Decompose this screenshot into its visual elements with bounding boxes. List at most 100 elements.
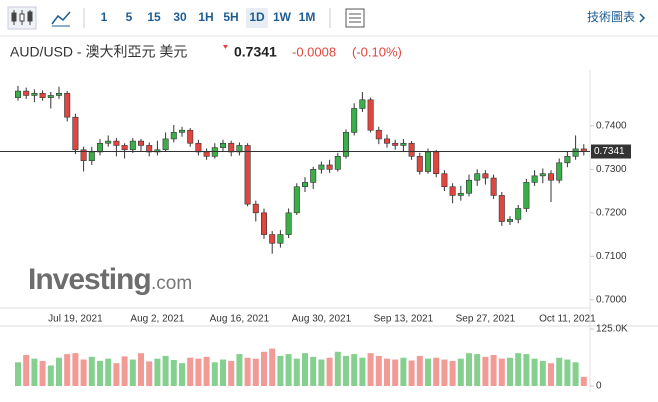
volume-bar [580,376,587,386]
volume-bar [408,360,415,386]
change: -0.0008 [292,44,336,59]
candle-body [465,179,472,194]
volume-bar [138,353,144,386]
x-tick-label: Jul 19, 2021 [48,314,103,325]
candle-body [400,142,407,146]
volume-tick-label: 125.0K [596,324,628,335]
volume-bar [392,359,399,386]
line-icon[interactable] [51,11,71,27]
interval-button[interactable]: 1M [299,10,316,24]
candle-body [474,173,481,181]
volume-bar [343,355,349,386]
volume-bar [384,358,390,386]
candle-body [310,169,317,183]
candle-body [162,138,169,151]
volume-bar [482,356,489,386]
interval-button[interactable]: 1D [249,10,265,24]
down-arrow [223,45,228,49]
volume-bar [105,358,112,386]
volume-bar [531,358,538,386]
candle-body [105,140,112,144]
x-tick-label: Aug 30, 2021 [292,314,352,325]
volume-bar [293,358,300,386]
watermark-brand: Investing [28,263,151,296]
candle-body [220,142,227,148]
candle-body [531,175,538,183]
volume-bar [523,354,530,386]
volume-bar [97,360,103,386]
candle-body [482,173,489,179]
volume-bar [15,362,21,386]
volume-bar [179,363,185,386]
interval-button[interactable]: 1H [198,10,213,24]
volume-bar [80,359,87,386]
y-tick-label: 0.7000 [596,294,627,305]
y-tick-label: 0.7100 [596,251,627,262]
interval-button[interactable]: 15 [147,10,161,24]
indicator-icon[interactable] [345,8,365,28]
volume-bar [31,358,38,386]
candle-body [547,173,554,181]
candle-body [375,129,382,140]
tech-chart-link[interactable]: 技術圖表 [587,10,635,24]
interval-button[interactable]: 5H [223,10,238,24]
volume-bar [162,355,169,386]
candle-body [277,234,284,244]
volume-bar [47,365,54,386]
volume-bar [449,360,456,386]
candle-body [80,149,87,161]
candle-body [441,173,448,188]
volume-bar [326,357,333,386]
candle-body [433,151,440,174]
volume-bar [515,353,522,386]
volume-bar [129,359,136,386]
volume-bar [416,355,423,386]
candle-body [55,92,62,96]
volume-bar [433,357,440,386]
candle-body [47,95,54,98]
volume-bar [88,356,95,386]
symbol: AUD/USD - 澳大利亞元 美元 [10,44,187,60]
interval-button[interactable]: 1 [101,10,108,24]
x-tick-label: Oct 11, 2021 [539,314,596,325]
candle-body [179,129,186,133]
volume-bar [466,353,472,386]
volume-bar [548,363,554,386]
interval-button[interactable]: 30 [173,10,187,24]
candle-body [228,142,235,153]
candle-body [129,140,136,151]
candle-body [301,182,308,188]
last-price-label: 0.7341 [594,146,625,157]
candle-icon[interactable] [7,6,37,30]
candle-body [326,164,333,170]
volume-bar [72,353,79,386]
candle-body [556,162,563,181]
candle-body [408,142,415,157]
candle-body [457,192,464,196]
volume-bar [170,360,177,386]
volume-bar [334,351,341,386]
candle-body [318,164,325,170]
volume-bar [261,351,267,386]
interval-button[interactable]: 1W [273,10,292,24]
candle-body [416,156,423,172]
candle-body [195,142,202,153]
volume-bar [203,356,210,386]
candle-body [285,212,292,235]
candle-body [449,186,456,196]
volume-bar [146,361,153,386]
candle-body [351,108,358,133]
volume-bar [236,354,243,386]
volume-bar [228,360,235,386]
candle-body [252,203,259,214]
candle-body [293,186,300,214]
candle-body [146,145,153,153]
candle-body [187,129,194,144]
volume-bar [556,357,563,386]
volume-bar [498,358,505,386]
volume-bar [367,353,374,386]
interval-button[interactable]: 5 [126,10,133,24]
y-tick-label: 0.7400 [596,121,627,132]
volume-bar [277,355,284,386]
volume-tick-label: 0 [596,381,602,392]
